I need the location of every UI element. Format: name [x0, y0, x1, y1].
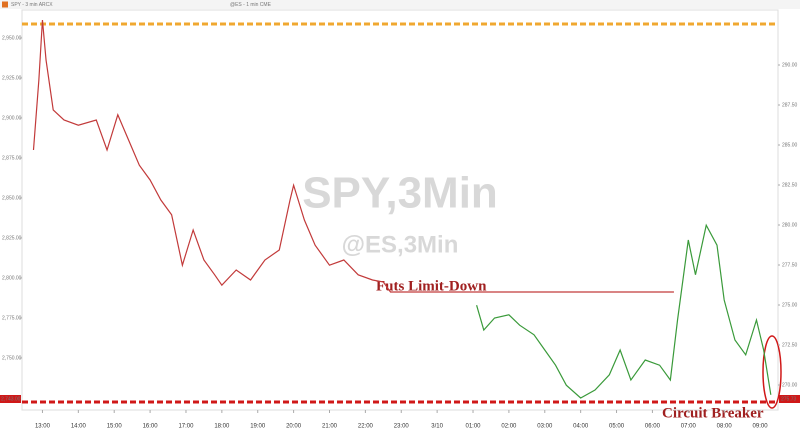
x-tick-label: 14:00 — [71, 424, 87, 430]
y-tick-label: 2,875.00 — [2, 155, 22, 161]
y-tick-label: 2,775.00 — [2, 315, 22, 321]
plot-frame — [21, 9, 779, 411]
annotation: Circuit Breaker — [662, 405, 764, 421]
x-tick-label: 18:00 — [214, 424, 230, 430]
x-tick-label: 3/10 — [431, 424, 443, 430]
x-tick-label: 09:00 — [753, 424, 769, 430]
x-tick-label: 07:00 — [681, 424, 697, 430]
x-tick-label: 17:00 — [178, 424, 194, 430]
highlight-ellipse — [762, 335, 782, 409]
y-tick-label: 2,825.00 — [2, 235, 22, 241]
y2-tick-label: 277.50 — [782, 262, 798, 268]
y2-tick-label: 290.00 — [782, 62, 798, 68]
watermark: SPY,3Min — [302, 169, 498, 218]
x-tick-label: 02:00 — [501, 424, 517, 430]
y2-tick-label: 272.50 — [782, 342, 798, 348]
y2-tick-label: 275.00 — [782, 302, 798, 308]
price-line — [32, 19, 674, 293]
x-tick-label: 20:00 — [286, 424, 302, 430]
y2-tick-label: 287.50 — [782, 102, 798, 108]
y2-tick-label: 280.00 — [782, 222, 798, 228]
y-tick-label: 2,750.00 — [2, 355, 22, 361]
y2-tick-label: 285.00 — [782, 142, 798, 148]
x-tick-label: 19:00 — [250, 424, 266, 430]
y2-tick-label: 282.50 — [782, 182, 798, 188]
last-price-label: 2,743.00 — [1, 396, 21, 402]
header-item: @ES - 1 min CME — [230, 2, 272, 8]
last-price-label: 275.73 — [781, 396, 797, 402]
y-tick-label: 2,900.00 — [2, 115, 22, 121]
x-tick-label: 21:00 — [322, 424, 338, 430]
watermark-sub: @ES,3Min — [342, 231, 459, 258]
y-tick-label: 2,850.00 — [2, 195, 22, 201]
x-tick-label: 06:00 — [645, 424, 661, 430]
x-tick-label: 01:00 — [466, 424, 482, 430]
x-tick-label: 22:00 — [358, 424, 374, 430]
header-bar — [0, 0, 800, 9]
x-tick-label: 23:00 — [394, 424, 410, 430]
header-item: SPY - 3 min ARCX — [11, 2, 53, 8]
last-price-box — [779, 395, 800, 403]
x-tick-label: 05:00 — [609, 424, 625, 430]
y-tick-label: 2,800.00 — [2, 275, 22, 281]
x-tick-label: 03:00 — [537, 424, 553, 430]
x-tick-label: 16:00 — [143, 424, 159, 430]
x-tick-label: 08:00 — [717, 424, 733, 430]
x-tick-label: 15:00 — [107, 424, 123, 430]
x-tick-label: 04:00 — [573, 424, 589, 430]
annotation: Futs Limit-Down — [376, 278, 487, 294]
x-tick-label: 13:00 — [35, 424, 51, 430]
y-tick-label: 2,950.00 — [2, 35, 22, 41]
y-tick-label: 2,925.00 — [2, 75, 22, 81]
header-icon — [2, 1, 8, 8]
price-line — [476, 223, 772, 399]
last-price-box — [0, 395, 21, 403]
y2-tick-label: 270.00 — [782, 382, 798, 388]
